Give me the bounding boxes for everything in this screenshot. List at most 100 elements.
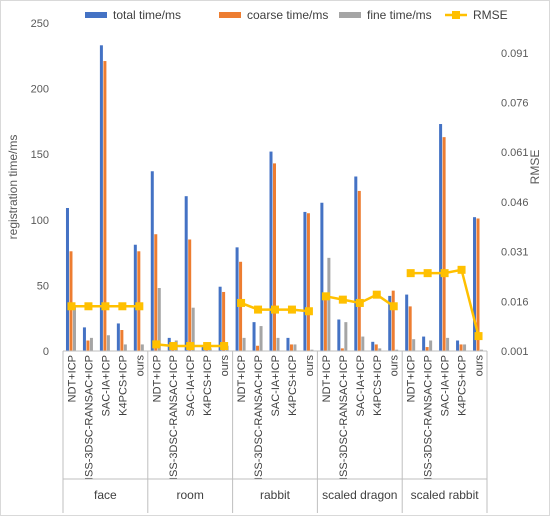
rmse-marker <box>372 290 381 299</box>
y2-axis-title: RMSE <box>528 150 542 185</box>
rmse-marker <box>355 298 364 307</box>
rmse-marker <box>440 269 449 278</box>
category-label: ISS-3DSC-RANSAC+ICP <box>253 355 265 480</box>
rmse-marker <box>135 302 144 311</box>
bar-fine-time-ms <box>191 307 195 351</box>
group-label: scaled rabbit <box>411 488 480 502</box>
group-label: scaled dragon <box>322 488 397 502</box>
rmse-marker <box>457 265 466 274</box>
rmse-marker <box>84 302 93 311</box>
bar-total-time-ms <box>405 294 409 351</box>
bar-coarse-time-ms <box>256 345 260 351</box>
category-label: ISS-3DSC-RANSAC+ICP <box>338 355 350 480</box>
rmse-marker <box>423 269 432 278</box>
legend-swatch <box>85 12 107 18</box>
y-tick-label: 100 <box>31 215 49 227</box>
bar-coarse-time-ms <box>357 190 361 351</box>
y-tick-label: 200 <box>31 84 49 96</box>
group-label: face <box>94 488 117 502</box>
bar-coarse-time-ms <box>120 330 124 351</box>
group-label: room <box>177 488 204 502</box>
bar-fine-time-ms <box>361 336 365 351</box>
category-label: NDT+ICP <box>321 355 333 402</box>
rmse-marker <box>304 307 313 316</box>
y-axis-title: registration time/ms <box>6 135 20 240</box>
rmse-marker <box>237 298 246 307</box>
y-tick-label: 150 <box>31 149 49 161</box>
category-label: SAC-IA+ICP <box>440 355 452 416</box>
bar-coarse-time-ms <box>222 291 226 351</box>
rmse-marker <box>186 342 195 351</box>
rmse-marker <box>169 342 178 351</box>
bar-fine-time-ms <box>412 339 416 351</box>
bar-total-time-ms <box>269 151 273 351</box>
y2-tick-label: 0.016 <box>501 296 529 308</box>
bar-fine-time-ms <box>446 337 450 351</box>
bar-fine-time-ms <box>140 344 144 351</box>
legend-label: RMSE <box>473 8 508 22</box>
bar-fine-time-ms <box>378 348 382 351</box>
category-label: K4PCS+ICP <box>372 355 384 416</box>
bar-total-time-ms <box>133 244 137 351</box>
bar-fine-time-ms <box>276 337 280 351</box>
rmse-marker <box>254 305 263 314</box>
bar-coarse-time-ms <box>69 251 73 351</box>
category-label: ISS-3DSC-RANSAC+ICP <box>83 355 95 480</box>
category-label: NDT+ICP <box>151 355 163 402</box>
legend-label: fine time/ms <box>367 8 432 22</box>
legend-label: coarse time/ms <box>247 8 328 22</box>
bar-fine-time-ms <box>72 306 76 351</box>
y2-tick-label: 0.046 <box>501 197 529 209</box>
bar-coarse-time-ms <box>137 251 141 351</box>
category-label: ours <box>219 355 231 377</box>
bar-fine-time-ms <box>344 322 348 351</box>
bar-fine-time-ms <box>157 288 161 351</box>
bar-coarse-time-ms <box>205 349 209 351</box>
bar-coarse-time-ms <box>374 344 378 351</box>
y2-tick-label: 0.031 <box>501 247 529 259</box>
bar-fine-time-ms <box>327 257 331 351</box>
rmse-marker <box>321 292 330 301</box>
bar-coarse-time-ms <box>408 306 412 351</box>
bar-fine-time-ms <box>106 335 110 351</box>
bar-fine-time-ms <box>310 349 314 351</box>
bar-coarse-time-ms <box>273 163 276 351</box>
bar-total-time-ms <box>303 211 307 351</box>
bar-total-time-ms <box>150 171 154 351</box>
bar-coarse-time-ms <box>103 61 107 351</box>
bar-total-time-ms <box>252 322 256 351</box>
bar-coarse-time-ms <box>425 347 429 351</box>
rmse-marker <box>152 340 161 349</box>
rmse-marker <box>338 295 347 304</box>
bar-fine-time-ms <box>480 349 484 351</box>
bar-fine-time-ms <box>429 340 433 351</box>
bar-total-time-ms <box>218 286 222 351</box>
category-label: ours <box>474 355 486 377</box>
category-label: ours <box>389 355 401 377</box>
bar-fine-time-ms <box>259 326 263 351</box>
bar-total-time-ms <box>422 336 426 351</box>
bar-coarse-time-ms <box>306 213 310 351</box>
bar-total-time-ms <box>439 124 443 351</box>
bar-coarse-time-ms <box>323 299 327 351</box>
category-label: ISS-3DSC-RANSAC+ICP <box>168 355 180 480</box>
bar-fine-time-ms <box>395 349 399 351</box>
bar-coarse-time-ms <box>154 234 158 351</box>
bar-coarse-time-ms <box>86 340 90 351</box>
bar-total-time-ms <box>65 207 69 351</box>
bar-total-time-ms <box>184 196 188 351</box>
rmse-marker <box>220 342 229 351</box>
category-label: NDT+ICP <box>236 355 248 402</box>
category-label: K4PCS+ICP <box>117 355 129 416</box>
bar-total-time-ms <box>99 45 103 351</box>
category-label: NDT+ICP <box>66 355 78 402</box>
bar-coarse-time-ms <box>391 290 395 351</box>
category-label: K4PCS+ICP <box>202 355 214 416</box>
bar-fine-time-ms <box>293 344 297 351</box>
bar-coarse-time-ms <box>442 137 446 351</box>
bar-coarse-time-ms <box>476 218 480 351</box>
rmse-marker <box>203 342 212 351</box>
y-tick-label: 0 <box>43 346 49 358</box>
